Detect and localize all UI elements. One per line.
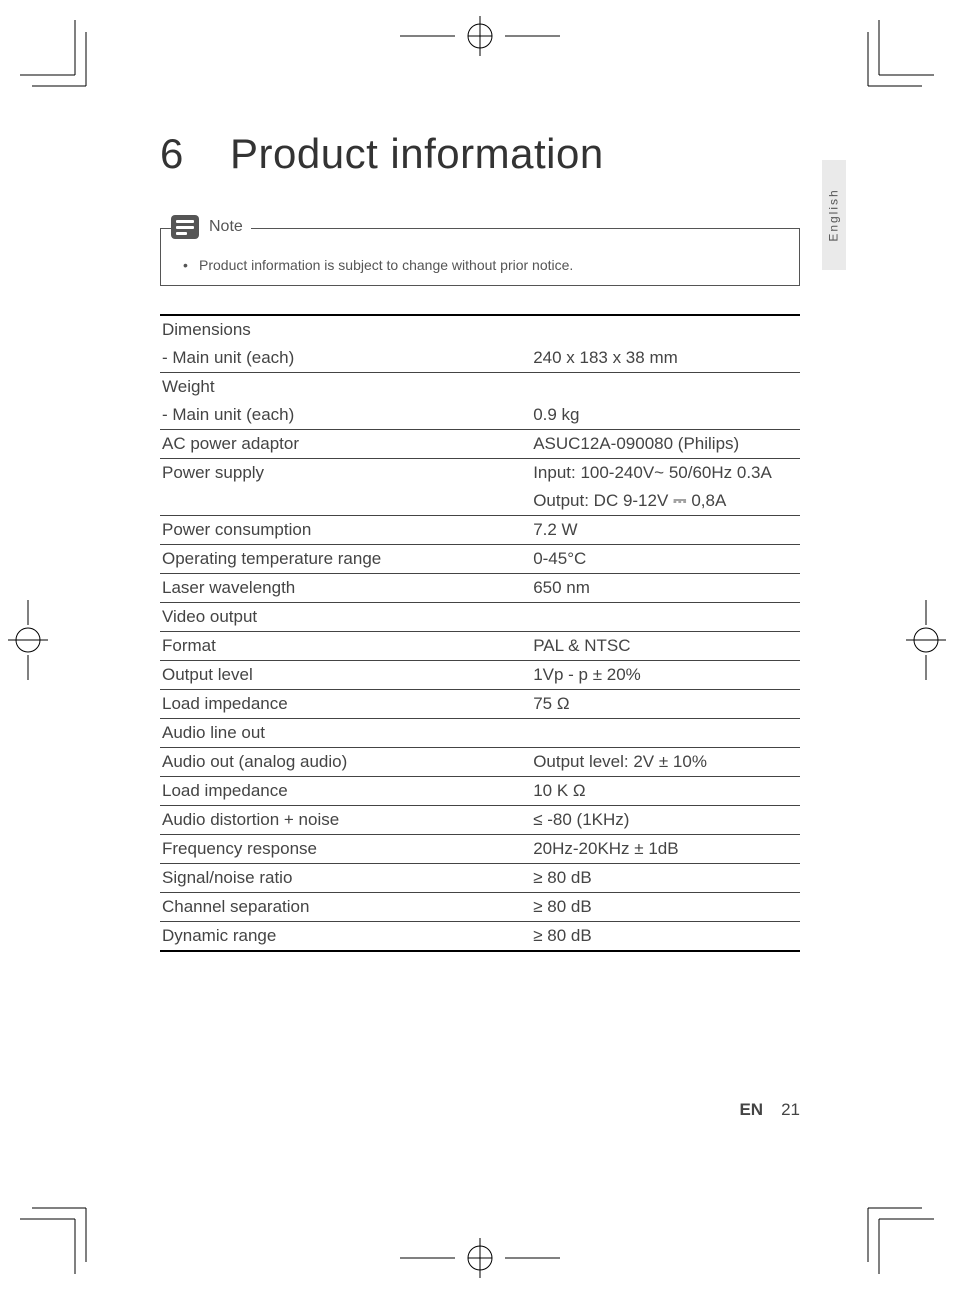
spec-value: 650 nm xyxy=(531,574,800,603)
spec-label: Audio line out xyxy=(160,719,531,748)
page-content: 6Product information Note Product inform… xyxy=(160,130,800,952)
spec-label: Dimensions xyxy=(160,315,531,344)
table-row: Video output xyxy=(160,603,800,632)
table-row: Output: DC 9-12V ⎓ 0,8A xyxy=(160,487,800,516)
note-label: Note xyxy=(209,218,243,236)
spec-value: ≤ -80 (1KHz) xyxy=(531,806,800,835)
table-row: AC power adaptorASUC12A-090080 (Philips) xyxy=(160,430,800,459)
spec-value xyxy=(531,603,800,632)
spec-value xyxy=(531,719,800,748)
spec-value: ≥ 80 dB xyxy=(531,864,800,893)
spec-label: Channel separation xyxy=(160,893,531,922)
spec-value: 10 K Ω xyxy=(531,777,800,806)
language-tab-label: English xyxy=(827,188,841,241)
table-row: Output level1Vp - p ± 20% xyxy=(160,661,800,690)
spec-table: Dimensions- Main unit (each)240 x 183 x … xyxy=(160,314,800,952)
table-row: Signal/noise ratio≥ 80 dB xyxy=(160,864,800,893)
spec-label: Laser wavelength xyxy=(160,574,531,603)
spec-value: 0.9 kg xyxy=(531,401,800,430)
table-row: Audio line out xyxy=(160,719,800,748)
page-footer: EN 21 xyxy=(160,1100,800,1120)
note-box: Note Product information is subject to c… xyxy=(160,228,800,286)
spec-label: Audio out (analog audio) xyxy=(160,748,531,777)
spec-label: Format xyxy=(160,632,531,661)
table-row: Power consumption7.2 W xyxy=(160,516,800,545)
note-header: Note xyxy=(171,215,251,239)
spec-label: Load impedance xyxy=(160,777,531,806)
chapter-title: Product information xyxy=(230,130,604,177)
spec-value xyxy=(531,373,800,402)
spec-label: Video output xyxy=(160,603,531,632)
spec-value: 7.2 W xyxy=(531,516,800,545)
spec-label: Audio distortion + noise xyxy=(160,806,531,835)
spec-value: 20Hz-20KHz ± 1dB xyxy=(531,835,800,864)
table-row: Dimensions xyxy=(160,315,800,344)
table-row: Power supplyInput: 100-240V~ 50/60Hz 0.3… xyxy=(160,459,800,488)
spec-label: Power supply xyxy=(160,459,531,488)
footer-page: 21 xyxy=(781,1100,800,1119)
spec-value: 1Vp - p ± 20% xyxy=(531,661,800,690)
spec-value: 75 Ω xyxy=(531,690,800,719)
spec-label xyxy=(160,487,531,516)
spec-value: 240 x 183 x 38 mm xyxy=(531,344,800,373)
spec-label: Signal/noise ratio xyxy=(160,864,531,893)
table-row: Audio out (analog audio)Output level: 2V… xyxy=(160,748,800,777)
table-row: Load impedance10 K Ω xyxy=(160,777,800,806)
table-row: Laser wavelength650 nm xyxy=(160,574,800,603)
spec-value xyxy=(531,315,800,344)
table-row: Audio distortion + noise≤ -80 (1KHz) xyxy=(160,806,800,835)
spec-value: ≥ 80 dB xyxy=(531,922,800,952)
table-row: Load impedance75 Ω xyxy=(160,690,800,719)
table-row: FormatPAL & NTSC xyxy=(160,632,800,661)
page-title: 6Product information xyxy=(160,130,800,178)
table-row: - Main unit (each)0.9 kg xyxy=(160,401,800,430)
language-tab: English xyxy=(822,160,846,270)
chapter-number: 6 xyxy=(160,130,230,178)
table-row: Channel separation≥ 80 dB xyxy=(160,893,800,922)
table-row: Dynamic range≥ 80 dB xyxy=(160,922,800,952)
spec-label: - Main unit (each) xyxy=(160,401,531,430)
spec-value: Input: 100-240V~ 50/60Hz 0.3A xyxy=(531,459,800,488)
spec-label: Weight xyxy=(160,373,531,402)
spec-label: Dynamic range xyxy=(160,922,531,952)
spec-label: Power consumption xyxy=(160,516,531,545)
spec-label: Frequency response xyxy=(160,835,531,864)
spec-value: 0-45°C xyxy=(531,545,800,574)
table-row: Weight xyxy=(160,373,800,402)
table-row: - Main unit (each)240 x 183 x 38 mm xyxy=(160,344,800,373)
table-row: Frequency response20Hz-20KHz ± 1dB xyxy=(160,835,800,864)
note-text: Product information is subject to change… xyxy=(189,257,779,273)
spec-label: AC power adaptor xyxy=(160,430,531,459)
note-icon xyxy=(171,215,199,239)
spec-value: Output level: 2V ± 10% xyxy=(531,748,800,777)
spec-label: Load impedance xyxy=(160,690,531,719)
footer-lang: EN xyxy=(739,1100,763,1119)
spec-label: Operating temperature range xyxy=(160,545,531,574)
spec-value: ≥ 80 dB xyxy=(531,893,800,922)
spec-label: - Main unit (each) xyxy=(160,344,531,373)
spec-value: PAL & NTSC xyxy=(531,632,800,661)
spec-value: ASUC12A-090080 (Philips) xyxy=(531,430,800,459)
spec-value: Output: DC 9-12V ⎓ 0,8A xyxy=(531,487,800,516)
spec-label: Output level xyxy=(160,661,531,690)
table-row: Operating temperature range0-45°C xyxy=(160,545,800,574)
